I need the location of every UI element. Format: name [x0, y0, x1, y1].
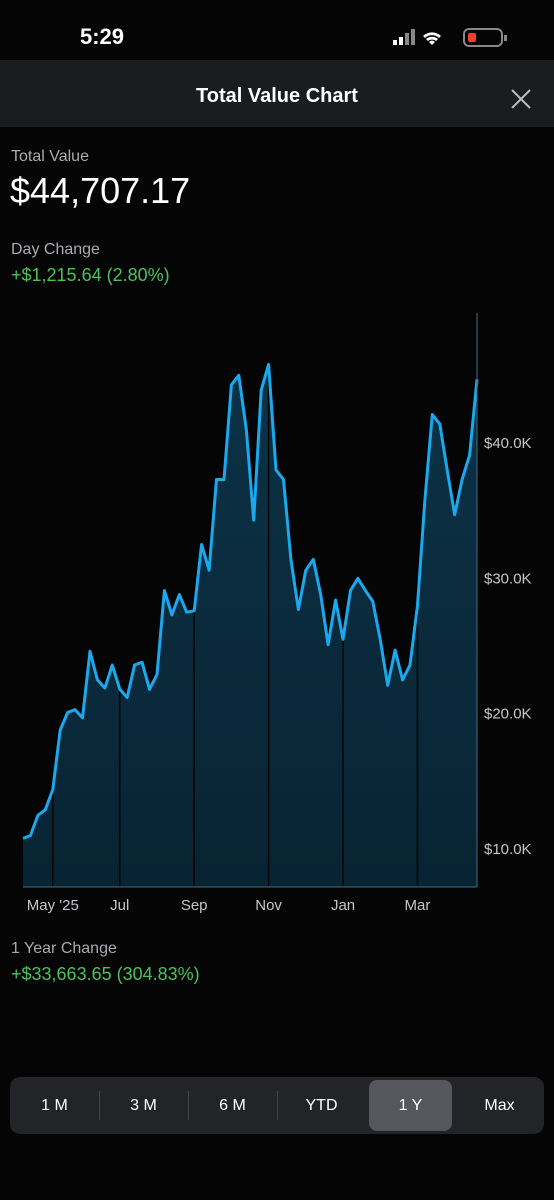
- y-tick-label: $40.0K: [484, 435, 532, 452]
- period-label: 1 Year Change: [11, 940, 117, 957]
- time-range-button[interactable]: YTD: [305, 1096, 338, 1114]
- day-change: +$1,215.64 (2.80%): [11, 265, 170, 285]
- x-tick-label: May '25: [27, 897, 79, 914]
- area-fill: [23, 364, 477, 887]
- y-tick-label: $10.0K: [484, 841, 532, 858]
- chart: $10.0K $20.0K $30.0K $40.0K May '25 Jul Sep Nov…: [22, 313, 532, 914]
- total-label: Total Value: [11, 148, 89, 165]
- status-bar: 5:29: [0, 0, 554, 60]
- y-tick-label: $20.0K: [484, 706, 532, 723]
- x-tick-label: Jul: [110, 897, 129, 914]
- clock: 5:29: [80, 24, 125, 49]
- separator: [99, 1091, 100, 1120]
- x-tick-label: Mar: [405, 897, 431, 914]
- close-button[interactable]: [510, 88, 532, 110]
- time-range-button[interactable]: 1 M: [41, 1096, 68, 1114]
- time-range-selector: 1 M 3 M 6 M YTD 1 Y Max: [10, 1077, 544, 1134]
- time-range-button[interactable]: Max: [484, 1096, 515, 1114]
- time-range-button[interactable]: 3 M: [130, 1096, 157, 1114]
- header: Total Value Chart: [0, 60, 554, 127]
- day-change-label: Day Change: [11, 241, 100, 258]
- y-tick-label: $30.0K: [484, 570, 532, 587]
- header-title: Total Value Chart: [196, 85, 358, 107]
- separator: [277, 1091, 278, 1120]
- status-icons: [393, 28, 507, 47]
- x-tick-label: Nov: [255, 897, 282, 914]
- time-range-button[interactable]: 6 M: [219, 1096, 246, 1114]
- x-tick-label: Jan: [331, 897, 355, 914]
- value-line: [22, 362, 479, 840]
- x-tick-label: Sep: [181, 897, 208, 914]
- total-value: $44,707.17: [10, 170, 191, 211]
- separator: [188, 1091, 189, 1120]
- period-change: +$33,663.65 (304.83%): [11, 964, 200, 984]
- time-range-button[interactable]: 1 Y: [369, 1080, 452, 1131]
